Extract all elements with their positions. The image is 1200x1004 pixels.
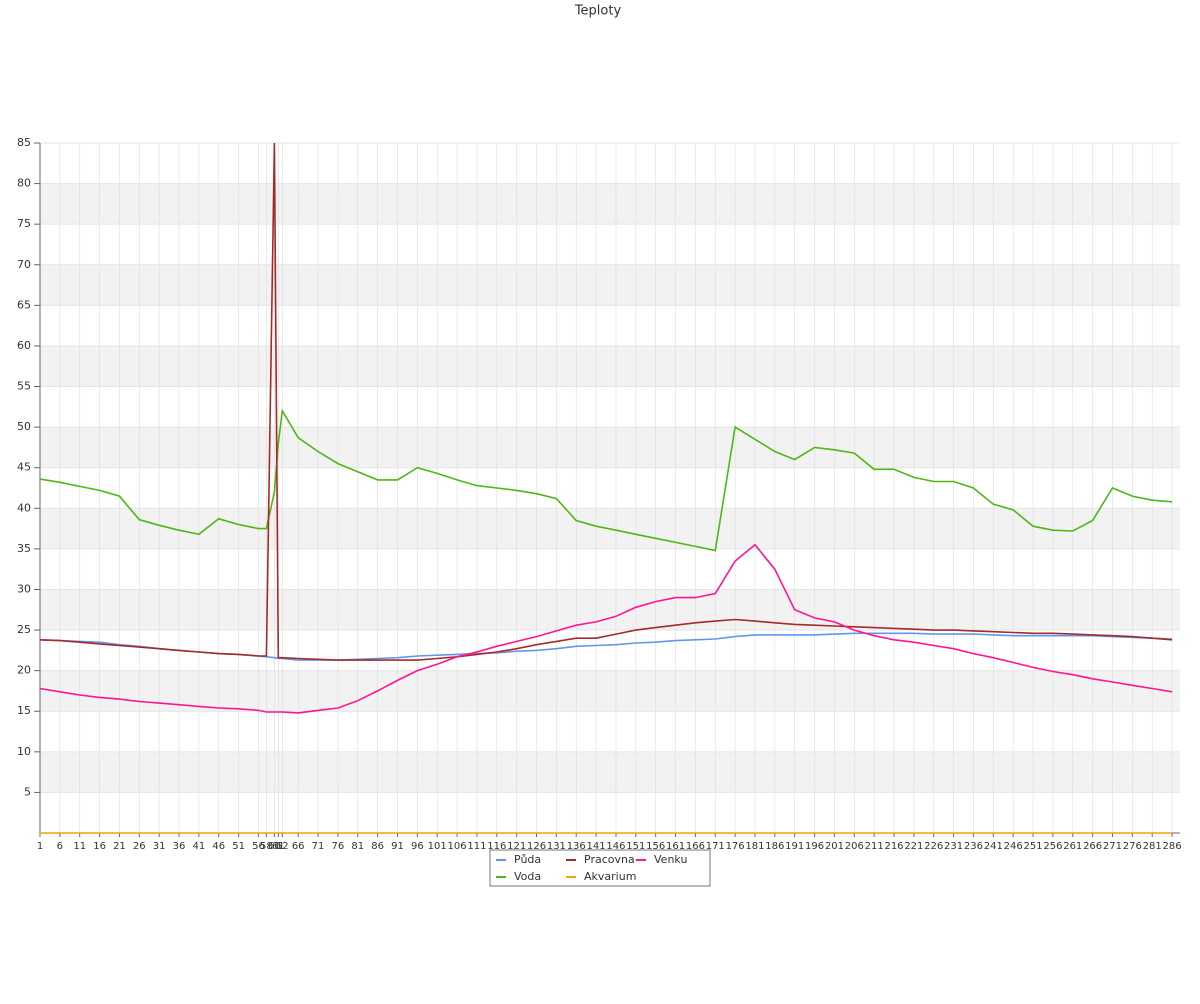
x-tick-label: 271 — [1103, 841, 1122, 852]
y-tick-label: 60 — [17, 339, 31, 352]
legend-label: Voda — [514, 870, 541, 883]
grid-band — [40, 670, 1180, 712]
x-tick-label: 201 — [825, 841, 844, 852]
x-tick-label: 60 — [268, 841, 281, 852]
x-tick-label: 251 — [1023, 841, 1042, 852]
x-tick-label: 161 — [666, 841, 685, 852]
x-tick-label: 176 — [726, 841, 745, 852]
x-tick-label: 76 — [332, 841, 345, 852]
x-tick-label: 206 — [845, 841, 864, 852]
y-tick-label: 30 — [17, 582, 31, 595]
x-tick-label: 171 — [706, 841, 725, 852]
y-tick-label: 20 — [17, 664, 31, 677]
y-tick-label: 80 — [17, 177, 31, 190]
legend-label: Půda — [514, 853, 541, 866]
x-tick-label: 58 — [260, 841, 273, 852]
x-tick-label: 71 — [312, 841, 325, 852]
x-tick-label: 106 — [448, 841, 467, 852]
grid-band — [40, 183, 1180, 225]
x-tick-label: 261 — [1063, 841, 1082, 852]
x-tick-label: 286 — [1163, 841, 1182, 852]
y-tick-label: 25 — [17, 623, 31, 636]
x-tick-label: 11 — [73, 841, 86, 852]
x-tick-label: 62 — [276, 841, 289, 852]
x-tick-label: 146 — [606, 841, 625, 852]
x-tick-label: 221 — [904, 841, 923, 852]
x-tick-label: 231 — [944, 841, 963, 852]
x-tick-label: 226 — [924, 841, 943, 852]
x-tick-label: 61 — [272, 841, 285, 852]
x-tick-label: 66 — [292, 841, 305, 852]
y-tick-label: 45 — [17, 461, 31, 474]
y-tick-label: 65 — [17, 298, 31, 311]
x-tick-label: 41 — [193, 841, 206, 852]
x-tick-label: 121 — [507, 841, 526, 852]
x-tick-label: 276 — [1123, 841, 1142, 852]
x-tick-label: 36 — [173, 841, 186, 852]
x-tick-label: 51 — [232, 841, 245, 852]
y-tick-label: 5 — [24, 785, 31, 798]
x-tick-label: 131 — [547, 841, 566, 852]
grid-band — [40, 589, 1180, 631]
x-tick-label: 126 — [527, 841, 546, 852]
x-tick-label: 1 — [37, 841, 43, 852]
x-tick-label: 26 — [133, 841, 146, 852]
y-tick-label: 85 — [17, 136, 31, 149]
x-tick-label: 96 — [411, 841, 424, 852]
grid-band — [40, 264, 1180, 306]
x-tick-label: 196 — [805, 841, 824, 852]
y-tick-label: 40 — [17, 501, 31, 514]
x-tick-label: 46 — [212, 841, 225, 852]
x-tick-label: 246 — [1004, 841, 1023, 852]
x-tick-label: 191 — [785, 841, 804, 852]
legend-box — [489, 849, 711, 887]
x-tick-label: 116 — [487, 841, 506, 852]
y-tick-label: 35 — [17, 542, 31, 555]
x-tick-label: 186 — [765, 841, 784, 852]
x-tick-label: 281 — [1143, 841, 1162, 852]
grid-band — [40, 427, 1180, 468]
x-tick-label: 136 — [567, 841, 586, 852]
legend: Půda Voda Pracovna Akvarium Venku — [489, 849, 711, 887]
x-tick-label: 56 — [252, 841, 265, 852]
x-tick-label: 211 — [865, 841, 884, 852]
legend-label: Akvarium — [584, 870, 636, 883]
x-tick-label: 6 — [57, 841, 63, 852]
y-tick-label: 15 — [17, 704, 31, 717]
x-tick-label: 266 — [1083, 841, 1102, 852]
x-tick-label: 31 — [153, 841, 166, 852]
x-tick-label: 111 — [467, 841, 486, 852]
x-tick-label: 86 — [371, 841, 384, 852]
legend-label: Pracovna — [584, 853, 635, 866]
x-tick-label: 181 — [745, 841, 764, 852]
grid-band — [40, 345, 1180, 387]
series-line — [39, 142, 1173, 661]
x-tick-label: 101 — [428, 841, 447, 852]
x-tick-label: 91 — [391, 841, 404, 852]
y-tick-label: 55 — [17, 380, 31, 393]
x-tick-label: 16 — [93, 841, 106, 852]
y-tick-label: 10 — [17, 745, 31, 758]
grid-band — [40, 751, 1180, 793]
x-tick-label: 81 — [351, 841, 364, 852]
x-tick-label: 166 — [686, 841, 705, 852]
series-line — [39, 632, 1173, 661]
series-line — [39, 408, 1173, 552]
series-line — [39, 543, 1173, 714]
y-tick-label: 50 — [17, 420, 31, 433]
x-tick-label: 156 — [646, 841, 665, 852]
x-tick-label: 21 — [113, 841, 126, 852]
x-tick-label: 241 — [984, 841, 1003, 852]
x-tick-label: 236 — [964, 841, 983, 852]
legend-label: Venku — [654, 853, 687, 866]
y-tick-label: 70 — [17, 258, 31, 271]
x-tick-label: 151 — [626, 841, 645, 852]
x-tick-label: 216 — [884, 841, 903, 852]
x-tick-label: 256 — [1043, 841, 1062, 852]
x-tick-label: 141 — [587, 841, 606, 852]
chart-title: Teploty — [574, 4, 622, 19]
y-tick-label: 75 — [17, 217, 31, 230]
